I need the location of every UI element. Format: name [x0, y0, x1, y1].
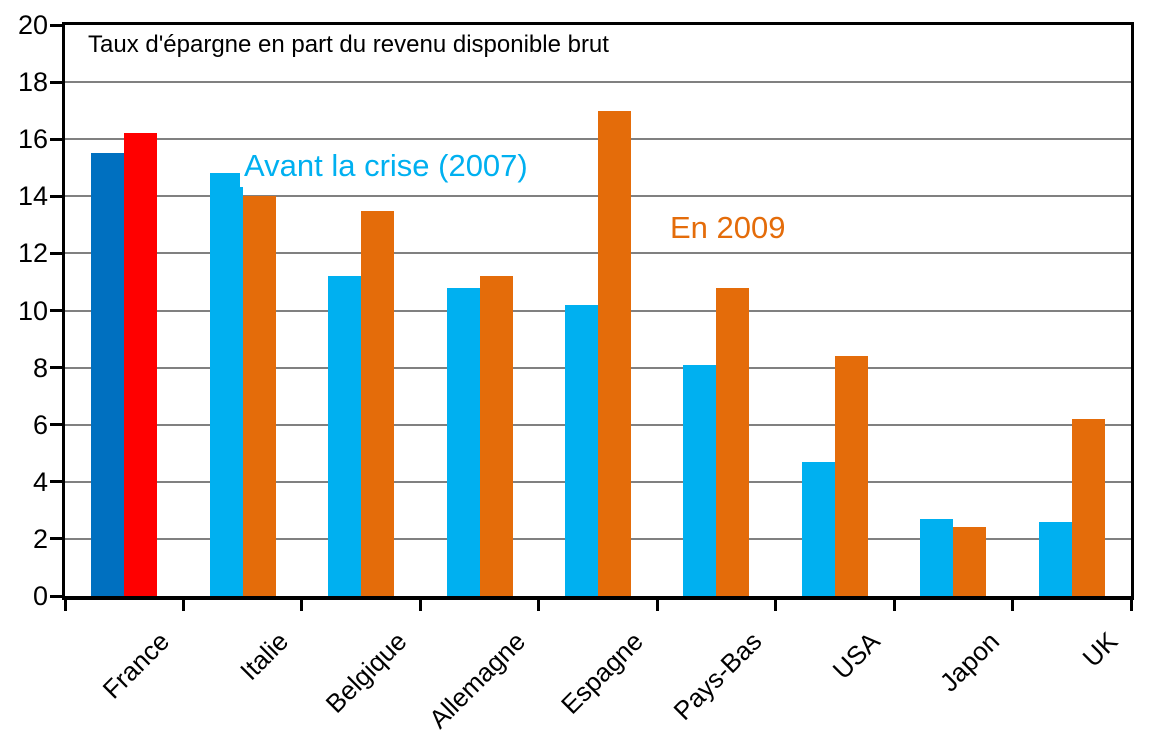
y-axis-tick-14: [50, 194, 63, 198]
y-axis-label-4: 4: [32, 466, 48, 497]
y-axis-tick-18: [50, 80, 63, 84]
x-axis-tick-4: [537, 600, 541, 611]
bar-pays-bas-2007: [683, 365, 717, 596]
x-axis-label-uk: UK: [1076, 626, 1123, 673]
bar-pays-bas-2009: [716, 288, 750, 596]
bar-usa-2007: [801, 462, 835, 596]
legend-label-2009: En 2009: [666, 209, 794, 249]
bar-japon-2009: [953, 527, 987, 596]
bar-belgique-2009: [361, 211, 395, 596]
x-axis-label-pays-bas: Pays-Bas: [667, 626, 768, 726]
y-axis-tick-10: [50, 309, 63, 312]
y-axis-tick-8: [50, 366, 63, 370]
y-axis-tick-4: [50, 480, 63, 484]
y-axis-label-14: 14: [17, 181, 48, 212]
x-axis-label-allemagne: Allemagne: [422, 626, 531, 735]
x-axis-tick-5: [655, 600, 659, 611]
y-axis-tick-12: [50, 251, 63, 255]
y-axis-label-6: 6: [32, 409, 48, 440]
bar-espagne-2009: [598, 111, 631, 596]
y-axis-label-8: 8: [32, 352, 48, 383]
y-axis-label-10: 10: [17, 295, 48, 326]
y-axis-label-20: 20: [17, 10, 48, 40]
y-axis-tick-0: [50, 594, 63, 598]
x-axis-label-japon: Japon: [933, 626, 1005, 698]
x-axis-label-belgique: Belgique: [319, 626, 413, 719]
bar-france-2007: [91, 153, 125, 596]
bar-uk-2009: [1071, 419, 1105, 596]
x-axis-tick-1: [181, 600, 185, 611]
y-axis-label-18: 18: [17, 67, 48, 98]
x-axis-label-usa: USA: [827, 626, 887, 686]
y-axis-label-2: 2: [32, 523, 48, 554]
y-axis-label-12: 12: [17, 238, 48, 269]
y-axis-label-0: 0: [32, 581, 48, 611]
y-axis-tick-2: [50, 537, 63, 541]
x-axis-label-espagne: Espagne: [555, 626, 650, 720]
x-axis-tick-9: [1129, 600, 1133, 611]
bar-allemagne-2009: [479, 276, 513, 596]
chart-title: Taux d'épargne en part du revenu disponi…: [88, 31, 609, 58]
bar-italie-2007: [209, 173, 243, 596]
bar-belgique-2007: [328, 276, 362, 596]
x-axis-tick-3: [418, 600, 422, 611]
x-axis-tick-7: [892, 600, 896, 611]
x-axis-tick-6: [774, 600, 778, 611]
bar-uk-2007: [1038, 522, 1072, 596]
x-axis-label-italie: Italie: [233, 626, 294, 687]
y-axis-tick-16: [50, 137, 63, 141]
x-axis-label-france: France: [97, 626, 176, 705]
bar-usa-2009: [834, 356, 868, 596]
gridline-y-18: [65, 81, 1131, 84]
bar-allemagne-2007: [446, 288, 480, 596]
x-axis-tick-8: [1011, 600, 1015, 611]
bar-espagne-2007: [565, 305, 598, 596]
y-axis-tick-20: [50, 23, 63, 27]
x-axis-tick-2: [300, 600, 304, 611]
legend-label-2007: Avant la crise (2007): [240, 147, 536, 187]
bar-italie-2009: [242, 196, 276, 596]
y-axis-tick-6: [50, 423, 63, 427]
x-axis-tick-0: [63, 600, 67, 611]
y-axis-label-16: 16: [17, 124, 48, 155]
bar-france-2009: [124, 133, 158, 596]
bar-japon-2007: [920, 519, 954, 596]
plot-area: [62, 22, 1134, 600]
